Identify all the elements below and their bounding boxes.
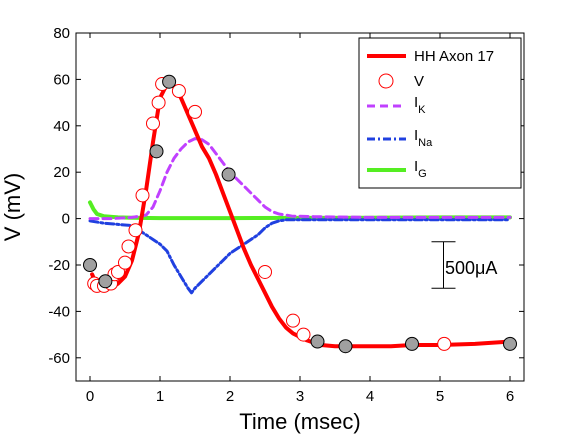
data-point-open: [128, 223, 143, 238]
data-point-open: [151, 95, 166, 110]
series-line-i-na: [88, 218, 512, 295]
data-point-filled: [310, 334, 325, 349]
data-point-open: [258, 264, 272, 279]
data-point-open: [286, 313, 300, 328]
data-point-open: [437, 336, 452, 351]
data-point-open: [188, 104, 202, 119]
data-point-filled: [221, 167, 236, 182]
y-tick-label: -40: [48, 303, 70, 320]
data-point-open: [121, 239, 136, 254]
y-axis-title: V (mV): [0, 173, 25, 241]
x-tick-label: 4: [366, 388, 374, 405]
legend: HH Axon 17 V IK INa IG: [358, 37, 522, 189]
series-line-i-k: [88, 137, 512, 221]
legend-label-ig: IG: [414, 158, 427, 180]
data-point-filled: [338, 339, 353, 354]
x-tick-label: 3: [296, 388, 304, 405]
x-tick-label: 6: [506, 388, 514, 405]
legend-label-hh: HH Axon 17: [414, 48, 494, 65]
data-point-open: [118, 255, 132, 270]
legend-swatch-v: [378, 73, 394, 89]
data-point-open: [296, 327, 311, 342]
y-tick-label: 40: [53, 118, 70, 135]
data-point-open: [135, 188, 150, 203]
data-point-filled: [503, 336, 517, 351]
data-point-filled: [162, 74, 177, 89]
data-point-open: [171, 84, 186, 98]
legend-label-v: V: [414, 73, 424, 90]
x-tick-label: 2: [226, 388, 234, 405]
data-point-open: [111, 264, 125, 279]
x-tick-label: 0: [86, 388, 94, 405]
y-tick-label: 80: [53, 25, 70, 42]
y-tick-label: 60: [53, 71, 70, 88]
data-point-filled: [98, 274, 113, 289]
x-tick-label: 5: [436, 388, 444, 405]
legend-label-ina: INa: [414, 127, 433, 149]
x-tick-label: 1: [156, 388, 164, 405]
y-tick-label: 20: [53, 164, 70, 181]
scale-bar: 500μA: [431, 241, 497, 289]
series-line-hh-axon-17: [90, 82, 512, 349]
data-point-filled: [405, 336, 419, 351]
axis-ticks: 0 1 2 3 4 5 6 -60 -40 -20 0 20 40 60 80: [48, 25, 524, 405]
legend-box: [358, 37, 522, 189]
legend-label-ik: IK: [414, 94, 426, 116]
y-tick-label: -20: [48, 257, 70, 274]
data-point-filled: [149, 144, 164, 159]
y-tick-label: -60: [48, 350, 70, 367]
data-point-filled: [83, 258, 97, 272]
scale-bar-label: 500μA: [445, 258, 497, 278]
x-axis-title: Time (msec): [239, 409, 360, 434]
data-point-open: [146, 116, 160, 131]
y-tick-label: 0: [62, 211, 70, 228]
data-layer: [83, 74, 517, 354]
